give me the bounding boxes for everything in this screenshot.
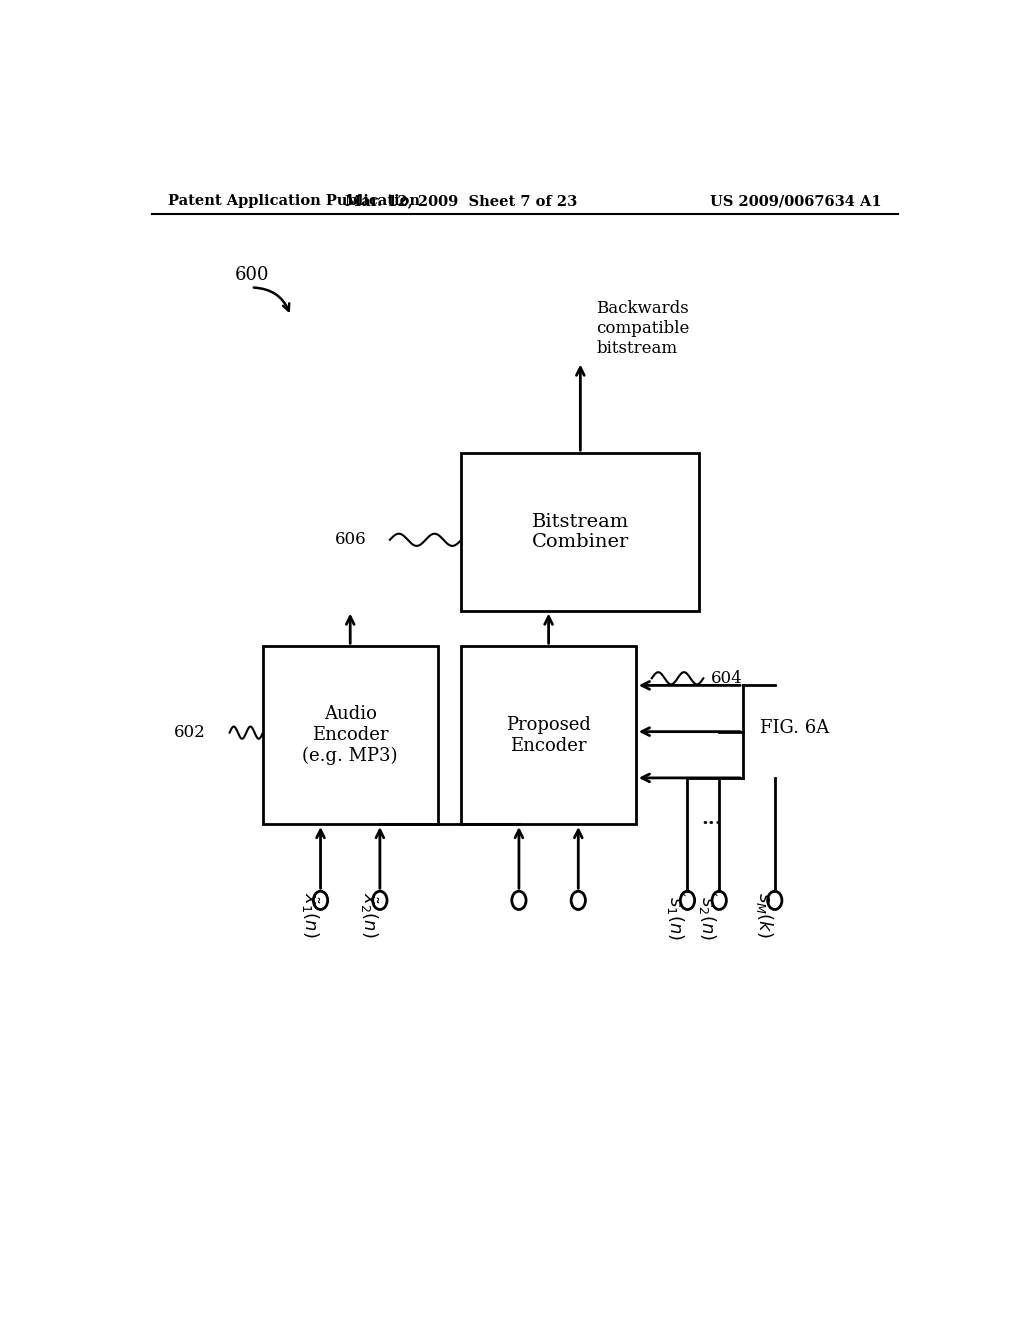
Text: Bitstream
Combiner: Bitstream Combiner (531, 512, 629, 552)
Text: 604: 604 (712, 669, 743, 686)
Text: ...: ... (701, 809, 722, 828)
Text: 602: 602 (174, 725, 206, 741)
Text: $\tilde{x}_1(n)$: $\tilde{x}_1(n)$ (299, 892, 321, 937)
Text: Audio
Encoder
(e.g. MP3): Audio Encoder (e.g. MP3) (302, 705, 398, 766)
Bar (263, 647, 437, 824)
Text: $\check{s}_1(n)$: $\check{s}_1(n)$ (666, 890, 687, 940)
Text: $\check{s}_2(n)$: $\check{s}_2(n)$ (697, 890, 719, 940)
FancyArrowPatch shape (254, 288, 289, 310)
Text: $\tilde{x}_2(n)$: $\tilde{x}_2(n)$ (358, 892, 380, 937)
Text: 606: 606 (335, 532, 367, 548)
Text: Mar. 12, 2009  Sheet 7 of 23: Mar. 12, 2009 Sheet 7 of 23 (345, 194, 578, 209)
Text: Patent Application Publication: Patent Application Publication (168, 194, 420, 209)
Text: Proposed
Encoder: Proposed Encoder (506, 715, 591, 755)
Text: 600: 600 (236, 267, 269, 284)
Bar (461, 647, 636, 824)
Text: FIG. 6A: FIG. 6A (760, 718, 829, 737)
Text: $s_M(k)$: $s_M(k)$ (754, 892, 775, 937)
Text: Backwards
compatible
bitstream: Backwards compatible bitstream (596, 301, 689, 356)
Bar (461, 453, 699, 611)
Text: US 2009/0067634 A1: US 2009/0067634 A1 (711, 194, 882, 209)
